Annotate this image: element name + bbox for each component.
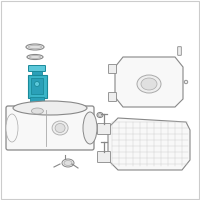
Ellipse shape	[137, 75, 161, 93]
Ellipse shape	[6, 114, 18, 142]
FancyBboxPatch shape	[108, 64, 116, 73]
Ellipse shape	[62, 159, 74, 167]
Ellipse shape	[52, 121, 68, 135]
FancyBboxPatch shape	[98, 123, 110, 134]
Ellipse shape	[83, 112, 97, 144]
FancyBboxPatch shape	[108, 92, 116, 102]
FancyBboxPatch shape	[6, 106, 94, 150]
FancyBboxPatch shape	[29, 66, 46, 72]
FancyBboxPatch shape	[30, 97, 44, 103]
Ellipse shape	[141, 78, 157, 90]
Polygon shape	[108, 118, 190, 170]
Ellipse shape	[29, 45, 42, 49]
Ellipse shape	[13, 101, 87, 115]
FancyBboxPatch shape	[32, 71, 42, 75]
Ellipse shape	[55, 123, 65, 132]
Polygon shape	[115, 57, 183, 107]
Ellipse shape	[30, 55, 40, 58]
FancyBboxPatch shape	[98, 152, 110, 162]
Ellipse shape	[27, 54, 43, 60]
Ellipse shape	[97, 112, 103, 117]
Ellipse shape	[31, 108, 43, 114]
FancyBboxPatch shape	[178, 47, 181, 55]
Ellipse shape	[184, 80, 188, 84]
FancyBboxPatch shape	[33, 103, 41, 107]
Ellipse shape	[98, 114, 102, 116]
FancyBboxPatch shape	[28, 74, 46, 98]
Ellipse shape	[35, 82, 40, 86]
Ellipse shape	[64, 160, 72, 166]
FancyBboxPatch shape	[31, 78, 43, 94]
Ellipse shape	[26, 44, 44, 50]
